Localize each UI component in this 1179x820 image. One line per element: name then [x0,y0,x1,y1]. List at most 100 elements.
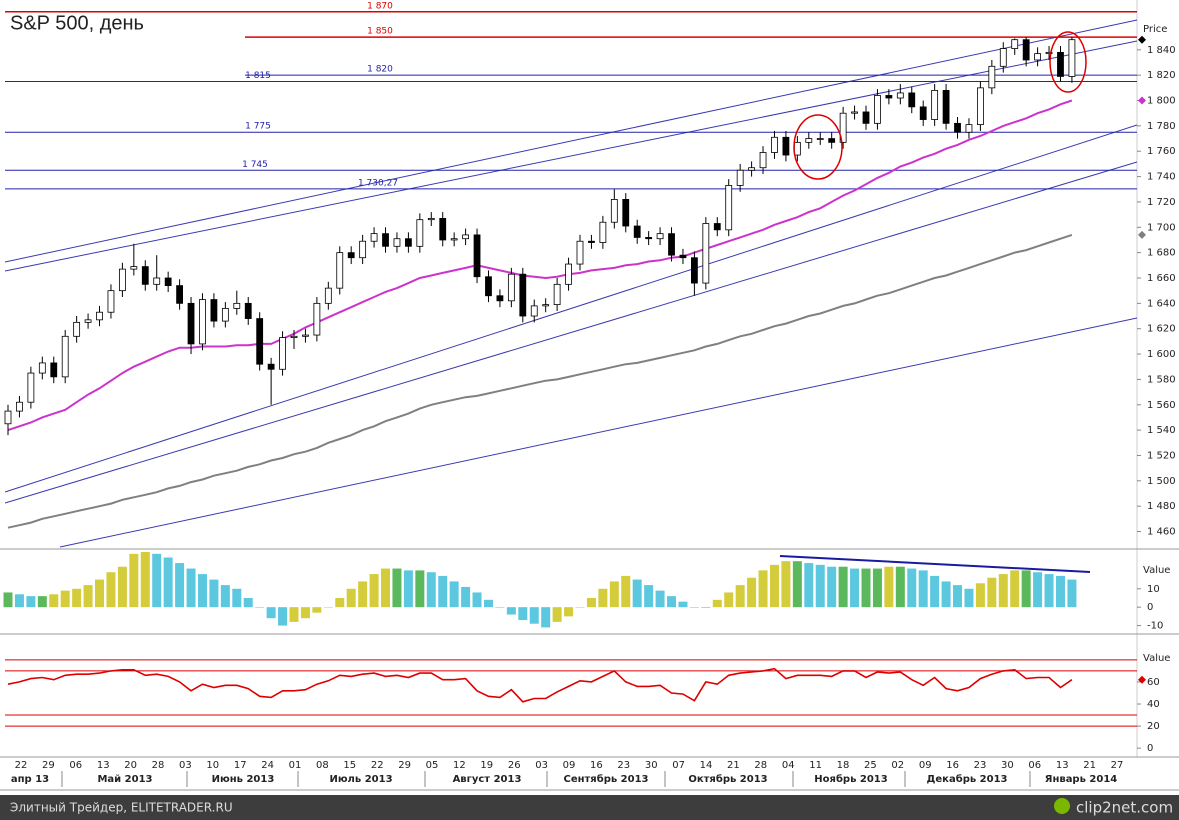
histogram-bar [541,607,551,628]
candle-body [748,167,755,171]
y-axis-label: Value [1143,653,1170,664]
histogram-bar [358,581,368,608]
histogram-bar [655,590,665,608]
histogram-bar [907,568,917,608]
x-tick-label: 05 [426,760,439,771]
x-tick-label: 21 [727,760,740,771]
histogram-bar [37,596,47,608]
candle-body [610,199,618,223]
x-tick-label: 17 [234,760,247,771]
histogram-bar [644,585,654,608]
candle-body [16,401,23,412]
last-value-marker [1138,35,1146,44]
trendline [4,124,1138,493]
trendline [779,555,1091,573]
x-tick-label: 03 [535,760,548,771]
candle-body [588,240,595,243]
histogram-bar [346,588,356,608]
candle-body [73,321,81,337]
candle-body [199,299,206,345]
footer-brand[interactable]: clip2net.com [1076,799,1173,817]
candle-body [1068,39,1076,77]
y-tick-label: 1 760 [1147,146,1176,157]
y-axis-label: Price [1143,24,1167,35]
candle-body [816,138,824,140]
x-group-label: Октябрь 2013 [688,773,767,785]
candle-body [187,302,195,345]
histogram-bar [758,570,768,608]
y-tick-label: 20 [1147,721,1160,732]
highlights [793,31,1087,180]
candle-body [942,89,950,124]
x-tick-label: 29 [42,760,55,771]
candle-body [1045,51,1053,55]
histogram-bar [106,572,116,608]
y-tick-label: 1 820 [1147,70,1176,81]
histogram-bar [49,594,59,608]
x-tick-label: 19 [480,760,493,771]
candle-body [965,124,973,133]
candle-body [393,238,401,247]
x-group-label: Май 2013 [97,774,152,785]
histogram-bar [243,597,253,608]
level-label: 1 730,27 [358,178,398,188]
histogram-bar [518,607,528,621]
candle-body [4,410,12,425]
histogram-bar [987,577,997,608]
histogram-bar [667,596,677,608]
x-tick-label: 10 [206,760,219,771]
candle-body [38,362,46,374]
candle-body [176,285,184,304]
candle-body [713,223,721,231]
x-tick-label: 28 [152,760,165,771]
histogram-bar [747,577,757,608]
candle-body [999,48,1007,67]
candle-body [771,136,778,153]
candle-body [485,276,492,297]
histogram-bar [564,607,574,617]
candle-body [221,308,229,322]
candle-body [954,122,961,133]
x-tick-label: 16 [946,760,959,771]
x-tick-label: 09 [919,760,932,771]
x-tick-label: 18 [837,760,850,771]
histogram-bar [552,607,562,622]
x-tick-label: 07 [672,760,685,771]
x-tick-label: 21 [1083,760,1096,771]
candle-body [256,318,264,365]
candle-body [793,141,801,156]
candle-body [267,363,275,370]
trendline [4,19,1138,263]
candle-body [84,319,92,323]
x-group-label: Сентябрь 2013 [563,773,648,785]
histogram-bar [95,579,105,608]
histogram-bar [941,581,951,608]
candle-body [759,152,767,169]
histogram-bar [449,581,459,608]
histogram-bar [861,568,871,608]
candle-body [874,95,881,124]
y-tick-label: 1 660 [1147,273,1176,284]
y-tick-label: 40 [1147,699,1160,710]
y-tick-label: 1 780 [1147,121,1176,132]
candle-body [347,252,355,259]
candle-body [668,233,675,256]
x-tick-label: 25 [864,760,877,771]
histogram-bar [1033,572,1043,608]
candle-body [496,295,504,302]
histogram-bar [403,570,413,608]
candle-body [370,233,378,242]
histogram-bar [792,561,802,608]
histogram-bar [1021,570,1031,608]
histogram-bar [300,607,310,619]
histogram-bar [289,607,299,622]
candle-body [530,305,538,317]
y-tick-label: 0 [1147,743,1153,754]
x-tick-label: 01 [289,760,302,771]
histogram-bar [918,570,928,608]
x-tick-label: 23 [617,760,630,771]
histogram-bar [850,568,860,608]
trendline [4,161,1138,504]
footer-source: Элитный Трейдер, ELITETRADER.RU [10,801,233,815]
